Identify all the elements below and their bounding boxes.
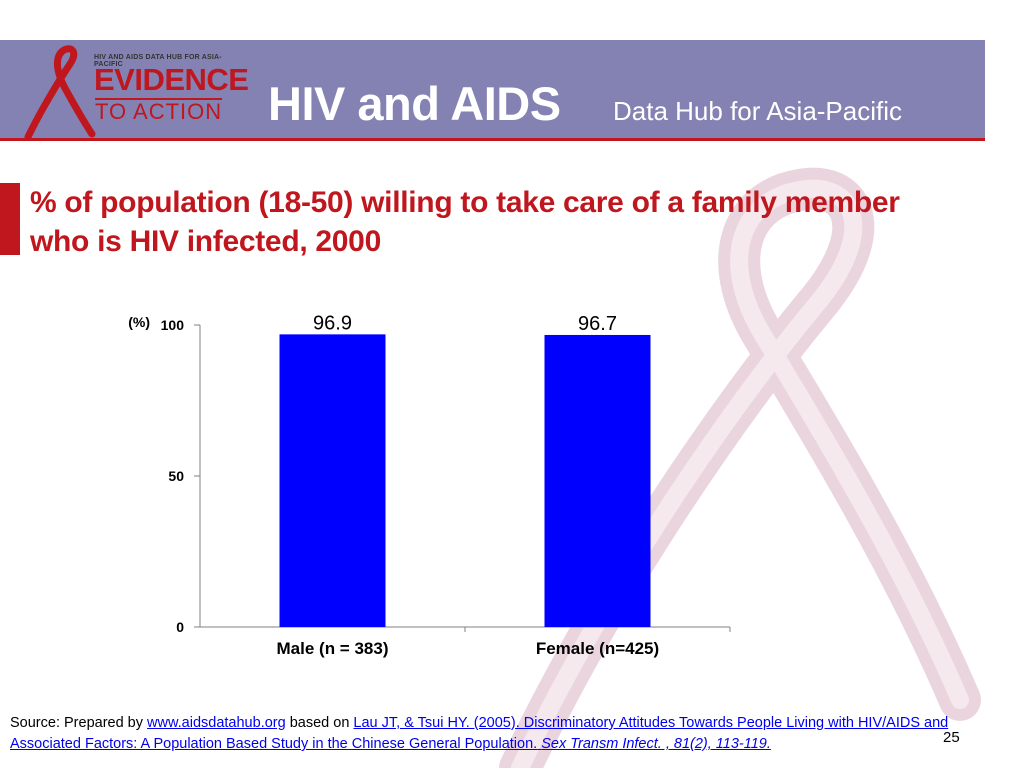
source-citation: Source: Prepared by www.aidsdatahub.org …: [10, 713, 950, 755]
source-prefix: Source: Prepared by: [10, 715, 148, 731]
page-number: 25: [943, 729, 960, 746]
source-middle: based on: [285, 715, 354, 731]
x-tick-label: Female (n=425): [536, 639, 659, 658]
bar: [279, 334, 386, 627]
header-title: HIV and AIDS: [268, 77, 561, 130]
slide-title: % of population (18-50) willing to take …: [30, 186, 900, 258]
evidence-to-action-logo: HIV AND AIDS DATA HUB FOR ASIA-PACIFIC E…: [20, 42, 250, 141]
title-accent-bar: [0, 183, 20, 255]
logo-evidence-text: EVIDENCE: [94, 62, 249, 97]
x-tick-label: Male (n = 383): [277, 639, 389, 658]
y-tick-label: 0: [176, 619, 184, 635]
header-band: HIV AND AIDS DATA HUB FOR ASIA-PACIFIC E…: [0, 40, 985, 141]
logo-action-text: TO ACTION: [95, 98, 223, 124]
bar-chart: 0 50 100 (%) 96.9 Male (n = 383) 96.7 Female (n…: [128, 312, 731, 658]
citation-journal: Sex Transm Infect. , 81(2), 113-119.: [541, 736, 771, 752]
bar-value-label: 96.7: [578, 313, 617, 335]
red-ribbon-icon: [24, 45, 96, 141]
citation-text: Lau JT, & Tsui HY. (2005). Discriminator…: [10, 715, 949, 752]
aidsdatahub-link[interactable]: www.aidsdatahub.org: [147, 715, 286, 731]
citation-link[interactable]: Lau JT, & Tsui HY. (2005). Discriminator…: [10, 715, 948, 752]
bar: [544, 334, 651, 627]
y-tick-label: 50: [168, 468, 184, 484]
y-axis-label: (%): [128, 314, 150, 330]
y-tick-label: 100: [161, 317, 185, 333]
header-subtitle: Data Hub for Asia-Pacific: [613, 96, 903, 126]
bar-value-label: 96.9: [313, 312, 352, 334]
logo-tagline: HIV AND AIDS DATA HUB FOR ASIA-PACIFIC: [94, 54, 222, 68]
